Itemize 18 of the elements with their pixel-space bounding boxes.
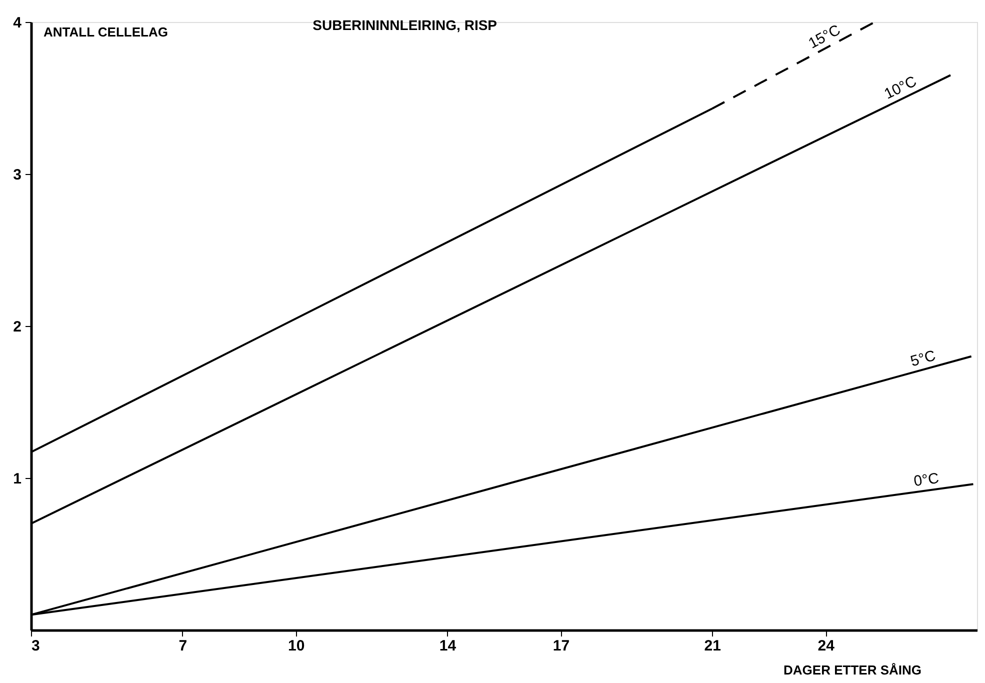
text: 0°C [912, 470, 940, 490]
x-tick-label: 3 [32, 638, 40, 654]
text: 15°C [806, 21, 844, 52]
text: 5°C [908, 347, 938, 370]
y-tick-label: 3 [13, 166, 22, 184]
y-tick-label: 1 [13, 470, 22, 488]
x-tick-label: 24 [818, 638, 836, 654]
x-tick-label: 10 [288, 638, 305, 654]
x-tick-label: 21 [704, 638, 721, 654]
x-tick-label: 17 [552, 638, 570, 654]
x-tick-label: 14 [439, 638, 457, 654]
x-axis-title: DAGER ETTER SÅING [784, 662, 922, 678]
x-tick-label: 7 [178, 638, 188, 654]
y-axis-title: ANTALL CELLELAG [44, 24, 168, 40]
y-tick-label: 2 [13, 318, 22, 336]
text: 10°C [882, 72, 920, 103]
chart-title: SUBERININNLEIRING, RISP [312, 17, 498, 33]
y-tick-label: 4 [13, 14, 22, 32]
